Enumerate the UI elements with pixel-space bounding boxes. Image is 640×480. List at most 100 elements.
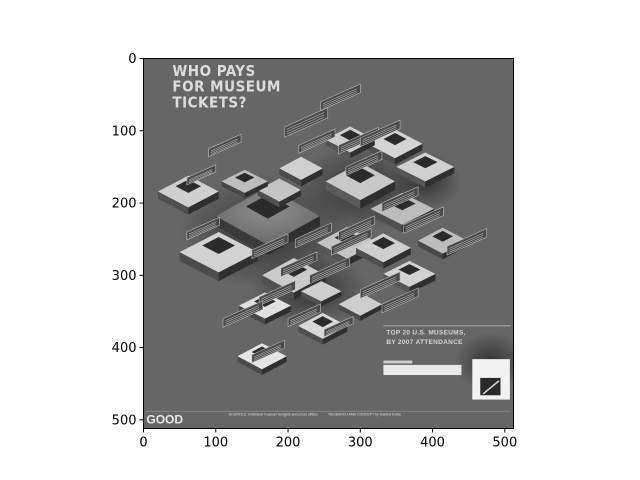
label-plate xyxy=(208,133,242,158)
label-plate xyxy=(381,287,419,314)
label-line xyxy=(286,116,325,135)
y-tick-label: 0 xyxy=(128,52,136,67)
label-line xyxy=(282,260,314,275)
label-line xyxy=(188,170,213,182)
label-line xyxy=(362,126,397,143)
label-line xyxy=(362,276,397,293)
label-line xyxy=(282,258,314,273)
slab-inset xyxy=(202,237,236,255)
slab-side-left xyxy=(237,356,263,376)
y-tick-label: 500 xyxy=(112,413,137,428)
slab-inset xyxy=(371,237,395,250)
label-line xyxy=(384,292,415,307)
label-plate xyxy=(323,316,354,338)
label-line xyxy=(449,233,484,249)
label-line xyxy=(449,236,484,253)
label-line xyxy=(225,307,260,323)
label-line xyxy=(210,142,238,155)
label-plate xyxy=(294,222,332,249)
slab-side-right xyxy=(383,247,411,269)
label-line xyxy=(253,242,285,257)
label-line xyxy=(188,172,213,184)
x-tick-label: 0 xyxy=(139,436,147,451)
footer-sources: SOURCES: Individual museum budgets and p… xyxy=(229,412,318,416)
slab-side-left xyxy=(325,139,351,159)
label-plate xyxy=(338,215,376,242)
slab-side-right xyxy=(360,181,395,209)
label-line xyxy=(188,169,213,181)
slab-side-left xyxy=(279,168,302,187)
label-line xyxy=(326,323,350,335)
slab-inset xyxy=(234,172,255,183)
label-line xyxy=(290,308,318,322)
slab-inset xyxy=(398,264,421,276)
label-line xyxy=(333,236,368,253)
label-line xyxy=(449,234,484,251)
x-axis-ticks: 0 100 200 300 400 500 xyxy=(139,428,517,451)
slab-side-left xyxy=(355,247,384,269)
label-line xyxy=(253,240,285,255)
label-line xyxy=(188,225,216,238)
poster-title-line: TICKETS? xyxy=(172,94,247,112)
footer-credit: RESEARCH AND CONCEPT by Gabriel Kolbe xyxy=(329,412,402,416)
slab-side-left xyxy=(221,181,245,198)
label-line xyxy=(384,193,415,208)
label-line xyxy=(362,280,397,297)
slab-inset xyxy=(312,316,334,328)
label-line xyxy=(290,311,318,325)
label-line xyxy=(362,278,397,295)
slab-top xyxy=(338,292,382,316)
label-line xyxy=(286,114,325,132)
slab-inset xyxy=(175,179,202,193)
label-line xyxy=(210,138,238,152)
label-plate xyxy=(251,233,289,260)
slab-side-right xyxy=(218,252,258,282)
slab-side-right xyxy=(244,181,268,198)
label-plate xyxy=(186,164,217,186)
label-line xyxy=(253,344,281,358)
label-plate xyxy=(359,271,401,299)
label-line xyxy=(311,263,346,280)
slab-side-left xyxy=(418,240,443,260)
legend-swatch-arrow xyxy=(482,380,500,395)
axes-frame xyxy=(143,58,514,429)
slab-side-right xyxy=(262,356,287,376)
label-line xyxy=(384,195,415,210)
slab-side-right xyxy=(350,139,375,159)
label-line xyxy=(300,135,332,150)
label-plate xyxy=(284,107,329,138)
label-line xyxy=(347,159,379,174)
label-plate xyxy=(309,256,350,285)
x-tick-label: 300 xyxy=(348,436,373,451)
label-line xyxy=(322,92,357,109)
label-line xyxy=(405,215,440,231)
label-plate xyxy=(186,216,220,241)
y-tick-label: 200 xyxy=(112,197,137,212)
slab-side-right xyxy=(322,325,348,345)
slab-side-right xyxy=(409,273,436,294)
x-tick-label: 500 xyxy=(492,436,517,451)
slab-side-left xyxy=(179,252,219,282)
label-line xyxy=(300,133,332,148)
label-line xyxy=(286,112,325,130)
label-line xyxy=(210,140,238,153)
slab-top xyxy=(257,178,302,202)
label-line xyxy=(300,136,332,151)
label-line xyxy=(311,261,346,278)
label-line xyxy=(188,221,216,235)
y-tick-label: 300 xyxy=(112,269,137,284)
label-plate xyxy=(320,83,361,111)
slab-side-left xyxy=(370,208,403,232)
label-line xyxy=(297,231,328,246)
label-line xyxy=(225,305,260,322)
slab-top xyxy=(301,281,342,302)
label-line xyxy=(253,346,281,359)
slab-side-left xyxy=(396,166,426,188)
label-line xyxy=(340,220,372,235)
slab-side-right xyxy=(279,190,302,208)
slab-side-left xyxy=(257,190,280,208)
label-line xyxy=(261,287,292,302)
slab-side-left xyxy=(325,181,361,209)
label-line xyxy=(188,223,216,237)
